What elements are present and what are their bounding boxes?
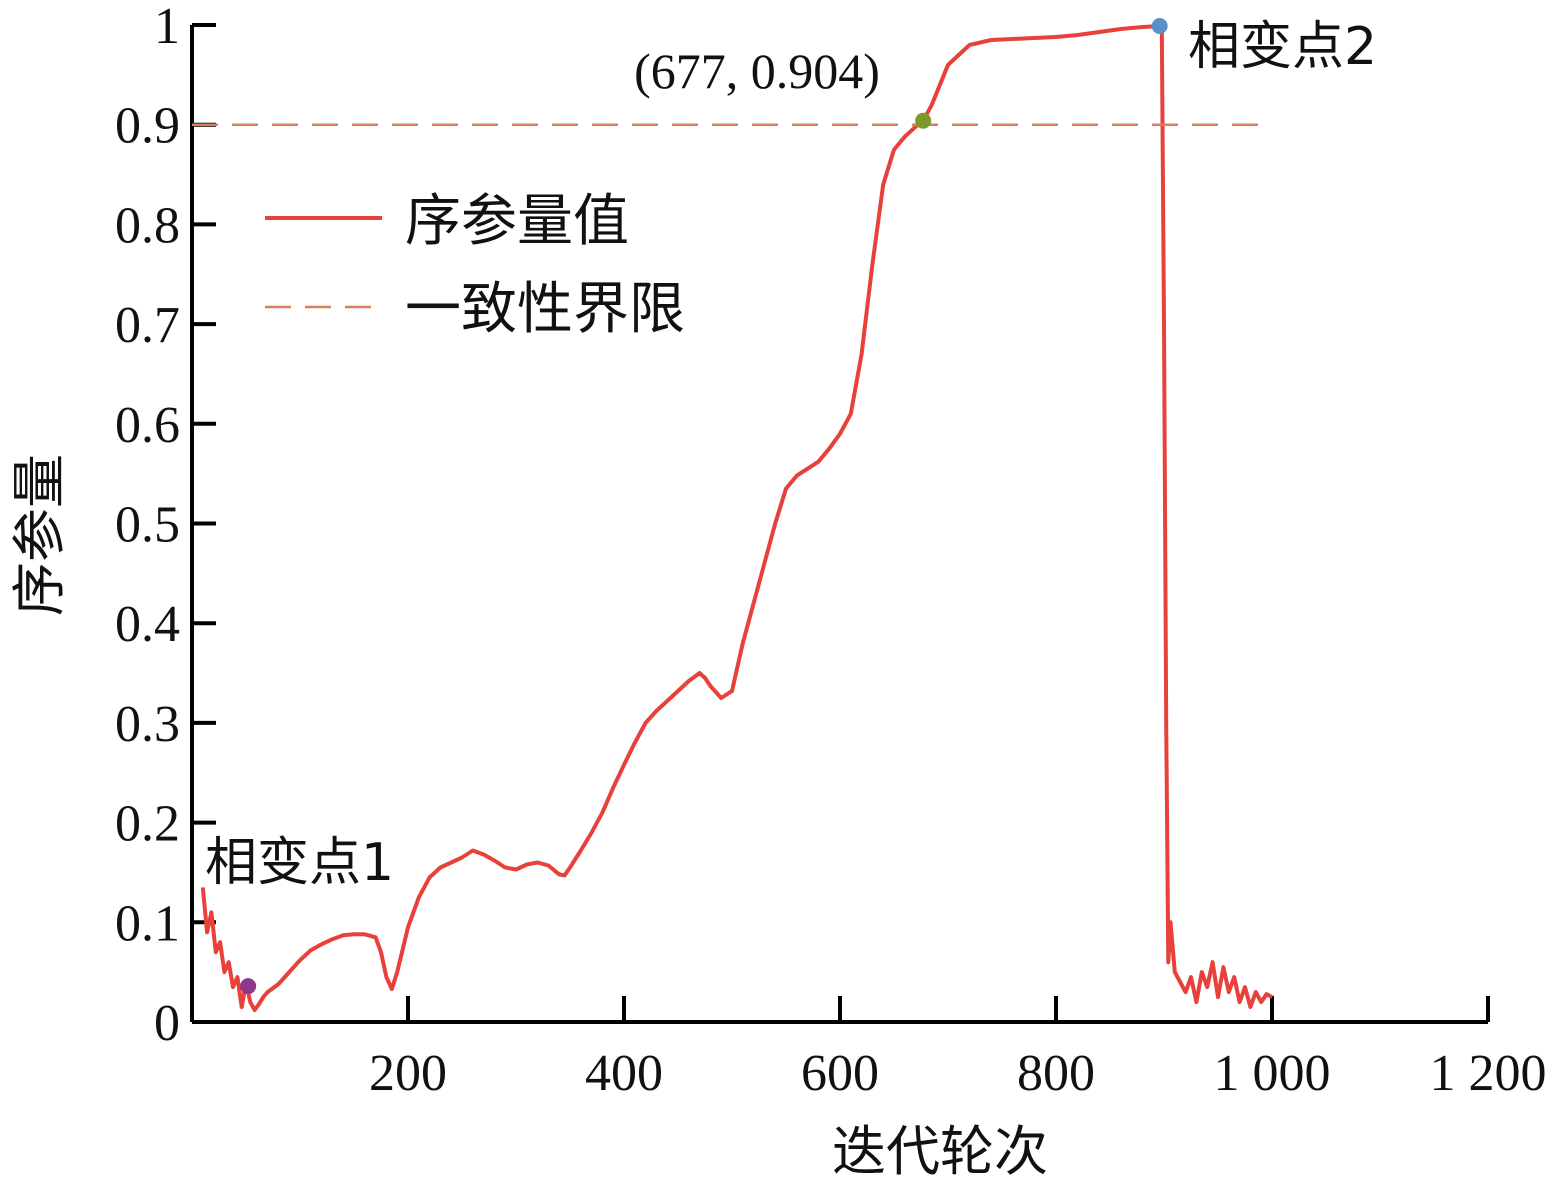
x-tick-label: 800 [1017,1045,1095,1102]
y-axis-title: 序参量 [8,454,71,616]
y-tick-label: 0.4 [115,596,180,653]
x-tick-label: 200 [369,1045,447,1102]
y-tick-label: 0 [154,995,180,1052]
tick-labels: 0 0.1 0.2 0.3 0.4 0.5 0.6 0.7 0.8 0.9 1 200 400 600 80… [115,0,1547,1102]
legend-label-series-2: 一致性界限 [405,277,685,342]
y-tick-label: 0.3 [115,696,180,753]
y-tick-label: 0.9 [115,98,180,155]
y-tick-label: 0.7 [115,297,180,354]
x-tick-label: 1 000 [1214,1045,1331,1102]
point-label-3: 相变点2 [1188,17,1377,77]
plot-series [192,24,1273,1012]
legend: 序参量值 一致性界限 [265,189,685,342]
x-tick-label: 400 [585,1045,663,1102]
annotated-points: 相变点1 (677, 0.904) 相变点2 [205,17,1377,995]
point-marker-3 [1151,17,1168,34]
y-tick-label: 0.2 [115,796,180,853]
y-tick-label: 1 [154,0,180,55]
x-tick-label: 600 [801,1045,879,1102]
y-tick-label: 0.8 [115,197,180,254]
point-marker-1 [240,978,257,995]
x-axis-title: 迭代轮次 [832,1120,1048,1181]
x-tick-label: 1 200 [1430,1045,1547,1102]
point-label-2: (677, 0.904) [634,43,880,99]
point-label-1: 相变点1 [205,833,394,893]
y-tick-label: 0.1 [115,895,180,952]
legend-label-series-1: 序参量值 [405,189,629,254]
point-marker-2 [915,112,932,129]
y-tick-label: 0.6 [115,397,180,454]
y-tick-label: 0.5 [115,497,180,554]
series-line-1 [200,24,1273,1012]
